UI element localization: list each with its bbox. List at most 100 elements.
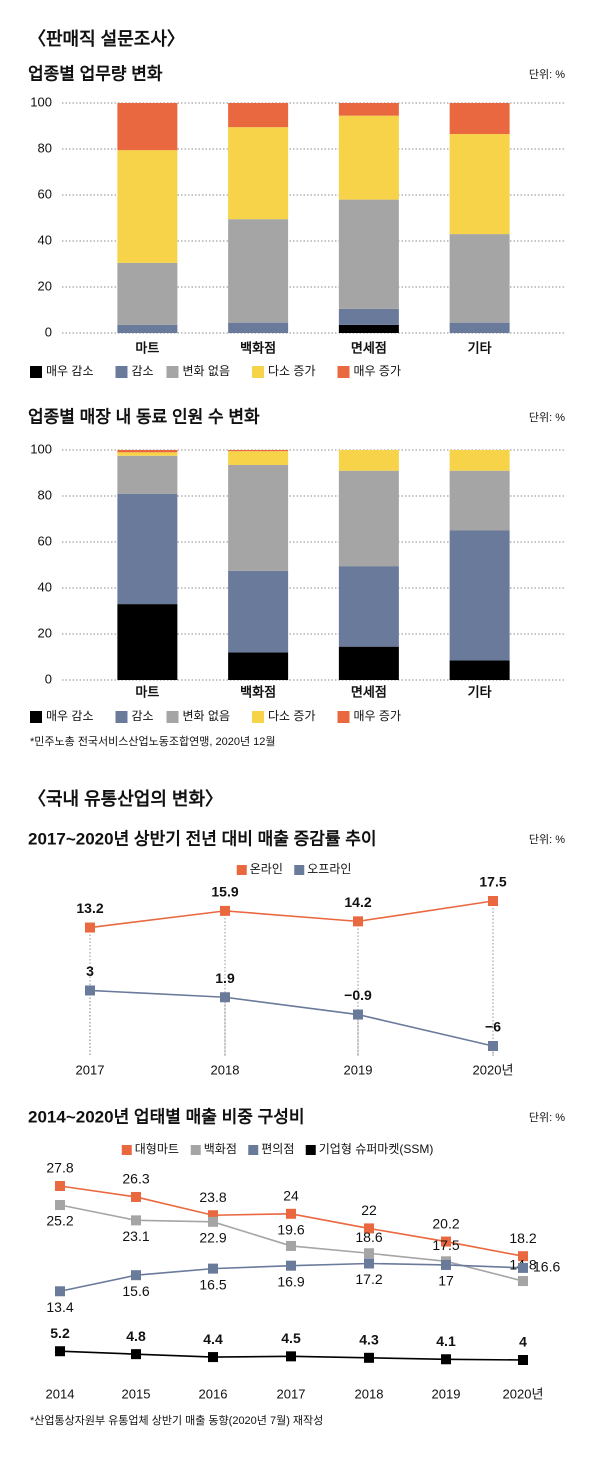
x-tick-label: 2015: [122, 1386, 151, 1401]
point-marker: [55, 1346, 65, 1357]
legend-swatch: [115, 711, 128, 723]
data-label: 27.8: [46, 1160, 73, 1176]
point-marker: [208, 1352, 218, 1363]
data-label: 13.4: [46, 1299, 73, 1315]
point-marker: [353, 916, 363, 927]
point-marker: [286, 1208, 296, 1219]
data-label: 16.6: [533, 1259, 560, 1275]
unit-label: 단위: %: [529, 833, 565, 846]
legend-swatch: [166, 366, 179, 378]
point-marker: [441, 1259, 451, 1270]
bar-segment: [117, 262, 178, 325]
data-label: −0.9: [344, 987, 372, 1003]
y-tick-label: 60: [38, 186, 52, 201]
bar-segment: [449, 234, 510, 323]
legend-label: 변화 없음: [183, 364, 231, 378]
legend-label: 다소 증가: [268, 709, 316, 723]
legend-swatch: [252, 711, 264, 723]
data-label: 17.5: [432, 1237, 459, 1253]
source-note: *산업통상자원부 유통업체 상반기 매출 동향(2020년 7월) 재작성: [30, 1414, 323, 1427]
bar-segment: [117, 452, 178, 456]
data-label: 20.2: [432, 1215, 459, 1231]
bar-segment: [228, 127, 289, 220]
point-marker: [85, 985, 95, 996]
source-note: *민주노총 전국서비스산업노동조합연맹, 2020년 12월: [30, 735, 276, 748]
point-marker: [131, 1191, 141, 1202]
x-tick-label: 면세점: [351, 684, 387, 699]
legend-label: 온라인: [250, 862, 283, 876]
data-label: 4.3: [359, 1332, 379, 1348]
legend-label: 매우 증가: [354, 364, 402, 378]
data-label: 23.8: [199, 1189, 226, 1205]
legend-swatch: [236, 865, 247, 875]
bar-segment: [338, 199, 399, 309]
x-tick-label: 마트: [135, 684, 159, 699]
legend-swatch: [115, 366, 128, 378]
point-marker: [208, 1216, 218, 1227]
bar-segment: [338, 115, 399, 200]
data-label: 13.2: [76, 900, 103, 916]
data-label: 14.2: [344, 894, 371, 910]
data-label: 16.5: [199, 1276, 226, 1292]
point-marker: [518, 1251, 528, 1262]
x-tick-label: 면세점: [351, 340, 387, 355]
bar-segment: [117, 493, 178, 605]
data-label: 5.2: [50, 1325, 70, 1341]
bar-segment: [117, 455, 178, 494]
bar-segment: [117, 450, 178, 453]
legend-swatch: [248, 1145, 259, 1155]
legend-label: 변화 없음: [183, 709, 231, 723]
bar-segment: [449, 660, 510, 680]
y-tick-label: 80: [38, 140, 52, 155]
data-label: 22: [361, 1202, 377, 1218]
data-label: 4: [519, 1334, 527, 1350]
point-marker: [441, 1354, 451, 1365]
y-tick-label: 80: [38, 487, 52, 502]
legend-label: 다소 증가: [268, 364, 316, 378]
legend-swatch: [305, 1145, 316, 1155]
chart-title: 업종별 업무량 변화: [28, 64, 163, 83]
point-marker: [220, 992, 230, 1003]
point-marker: [286, 1351, 296, 1362]
point-marker: [208, 1263, 218, 1274]
point-marker: [364, 1223, 374, 1234]
y-tick-label: 40: [38, 579, 52, 594]
x-tick-label: 기타: [468, 684, 492, 699]
x-tick-label: 2019: [432, 1386, 461, 1401]
point-marker: [488, 896, 498, 906]
data-label: 15.6: [122, 1283, 149, 1299]
bar-segment: [449, 134, 510, 235]
legend-label: 감소: [132, 364, 154, 378]
bar-segment: [338, 324, 399, 333]
data-label: 26.3: [122, 1171, 149, 1187]
bar-segment: [228, 322, 289, 333]
legend-swatch: [337, 711, 350, 723]
bar-segment: [449, 450, 510, 471]
data-label: 24: [283, 1187, 299, 1203]
x-tick-label: 마트: [135, 340, 159, 355]
legend-label: 매우 증가: [354, 709, 402, 723]
legend-label: 대형마트: [135, 1142, 179, 1156]
point-marker: [488, 1041, 498, 1051]
x-tick-label: 2018: [211, 1062, 240, 1077]
y-tick-label: 100: [30, 94, 52, 109]
bar-segment: [449, 103, 510, 135]
y-tick-label: 0: [45, 671, 52, 686]
bar-segment: [228, 464, 289, 571]
y-tick-label: 20: [38, 625, 52, 640]
point-marker: [131, 1349, 141, 1360]
point-marker: [353, 1009, 363, 1020]
x-tick-label: 2017: [76, 1062, 105, 1077]
unit-label: 단위: %: [529, 411, 565, 424]
point-marker: [131, 1270, 141, 1281]
x-tick-label: 2014: [46, 1386, 75, 1401]
legend-label: 기업형 슈퍼마켓(SSM): [319, 1142, 434, 1156]
data-label: 4.5: [281, 1330, 301, 1346]
point-marker: [55, 1200, 65, 1211]
bar-segment: [228, 570, 289, 653]
point-marker: [364, 1352, 374, 1363]
legend-swatch: [294, 865, 305, 875]
bar-segment: [228, 652, 289, 680]
bar-segment: [338, 566, 399, 647]
